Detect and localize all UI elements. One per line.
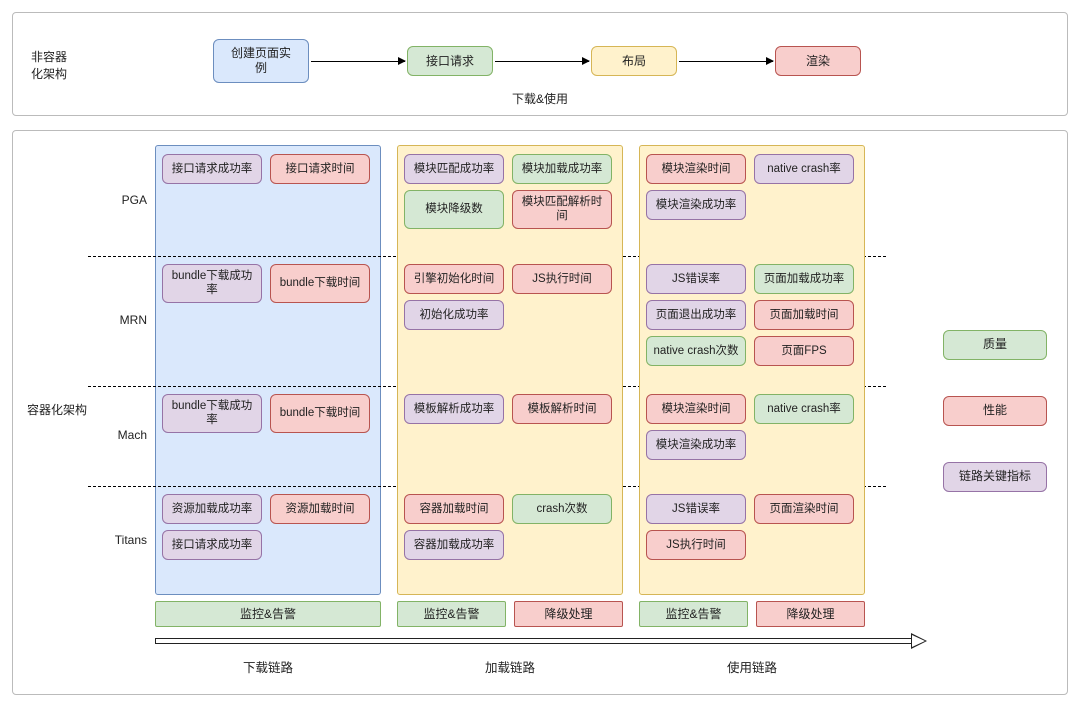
metric-pill: 布局 [591,46,677,76]
cell-row: bundle下载成功率bundle下载时间 [162,394,374,482]
non-container-label: 非容器化架构 [27,49,71,83]
metric-pill: 接口请求 [407,46,493,76]
metric-pill: 页面退出成功率 [646,300,746,330]
metric-pill: 监控&告警 [397,601,506,627]
column-caption: 下载链路 [155,657,381,676]
column-footer: 监控&告警降级处理 [639,601,865,627]
metric-pill: 模块渲染时间 [646,394,746,424]
metric-pill: 初始化成功率 [404,300,504,330]
column-box: 接口请求成功率接口请求时间bundle下载成功率bundle下载时间bundle… [155,145,381,595]
row-label: MRN [87,255,155,385]
cell-row: JS错误率页面渲染时间 JS执行时间 [646,494,858,592]
cell-row: 模块匹配成功率模块加载成功率模块降级数模块匹配解析时间 [404,154,616,252]
container-label: 容器化架构 [27,145,87,676]
flow-arrow [495,61,589,62]
metric-pill: 模块匹配成功率 [404,154,504,184]
metric-pill: JS执行时间 [646,530,746,560]
metric-pill: 模块渲染成功率 [646,430,746,460]
metric-pill: 降级处理 [756,601,865,627]
metric-pill: bundle下载成功率 [162,264,262,303]
metric-pill: 接口请求成功率 [162,154,262,184]
metric-pill: 创建页面实例 [213,39,309,83]
column-box: 模块匹配成功率模块加载成功率模块降级数模块匹配解析时间引擎初始化时间 JS执行时间… [397,145,623,595]
metric-pill: 渲染 [775,46,861,76]
cell-row: 引擎初始化时间 JS执行时间初始化成功率 [404,264,616,382]
non-container-flow: 创建页面实例 接口请求 布局 渲染 [213,39,861,83]
metric-pill: 模块渲染成功率 [646,190,746,220]
cell-row: 模板解析成功率模板解析时间 [404,394,616,482]
column-footer: 监控&告警降级处理 [397,601,623,627]
non-container-caption: 下载&使用 [13,90,1067,107]
cell-row: 模块渲染时间 native crash率模块渲染成功率 [646,154,858,252]
flow-arrow [679,61,773,62]
metric-pill: native crash次数 [646,336,746,366]
cell-row: 接口请求成功率接口请求时间 [162,154,374,252]
row-label: Mach [87,385,155,485]
column-footer: 监控&告警 [155,601,381,627]
metric-pill: 监控&告警 [155,601,381,627]
metric-pill: 模块降级数 [404,190,504,229]
metric-pill: 模块渲染时间 [646,154,746,184]
metric-pill: 模块加载成功率 [512,154,612,184]
legend: 质量性能链路关键指标 [943,145,1053,676]
non-container-panel: 非容器化架构 创建页面实例 接口请求 布局 渲染 下载&使用 [12,12,1068,116]
metric-pill: 页面渲染时间 [754,494,854,524]
columns-area: 接口请求成功率接口请求时间bundle下载成功率bundle下载时间bundle… [155,145,925,627]
metric-pill: 模板解析成功率 [404,394,504,424]
metric-pill: native crash率 [754,154,854,184]
metric-pill: bundle下载成功率 [162,394,262,433]
metric-pill: 质量 [943,330,1047,360]
metric-pill: 容器加载成功率 [404,530,504,560]
metric-pill: 引擎初始化时间 [404,264,504,294]
metric-pill: JS错误率 [646,494,746,524]
container-panel: 容器化架构 PGAMRNMachTitans 接口请求成功率接口请求时间bund… [12,130,1068,695]
column-caption: 使用链路 [639,657,865,676]
column: 接口请求成功率接口请求时间bundle下载成功率bundle下载时间bundle… [155,145,381,627]
metric-pill: bundle下载时间 [270,394,370,433]
metric-pill: 页面加载成功率 [754,264,854,294]
metric-pill: 链路关键指标 [943,462,1047,492]
column-caption: 加载链路 [397,657,623,676]
metric-pill: 模块匹配解析时间 [512,190,612,229]
metric-pill: bundle下载时间 [270,264,370,303]
metric-pill: 降级处理 [514,601,623,627]
flow-arrow [311,61,405,62]
metric-pill: 页面加载时间 [754,300,854,330]
metric-pill: crash次数 [512,494,612,524]
metric-pill: 监控&告警 [639,601,748,627]
timeline-arrow [155,635,925,649]
row-label: Titans [87,485,155,595]
metric-pill: 接口请求成功率 [162,530,262,560]
metric-pill: JS执行时间 [512,264,612,294]
column: 模块渲染时间native crash率模块渲染成功率JS错误率页面加载成功率页面… [639,145,865,627]
cell-row: JS错误率页面加载成功率页面退出成功率页面加载时间 native crash次数页… [646,264,858,382]
metric-pill: 资源加载时间 [270,494,370,524]
metric-pill: 接口请求时间 [270,154,370,184]
cell-row: 容器加载时间 crash次数容器加载成功率 [404,494,616,592]
metric-pill: JS错误率 [646,264,746,294]
row-label: PGA [87,145,155,255]
column-captions: 下载链路加载链路使用链路 [155,657,925,676]
cell-row: 资源加载成功率资源加载时间接口请求成功率 [162,494,374,592]
metric-pill: 资源加载成功率 [162,494,262,524]
metric-pill: native crash率 [754,394,854,424]
metric-pill: 页面FPS [754,336,854,366]
column: 模块匹配成功率模块加载成功率模块降级数模块匹配解析时间引擎初始化时间 JS执行时间… [397,145,623,627]
cell-row: bundle下载成功率bundle下载时间 [162,264,374,382]
row-labels: PGAMRNMachTitans [87,145,155,676]
cell-row: 模块渲染时间 native crash率模块渲染成功率 [646,394,858,482]
metric-pill: 性能 [943,396,1047,426]
column-box: 模块渲染时间native crash率模块渲染成功率JS错误率页面加载成功率页面… [639,145,865,595]
metric-pill: 容器加载时间 [404,494,504,524]
metric-pill: 模板解析时间 [512,394,612,424]
